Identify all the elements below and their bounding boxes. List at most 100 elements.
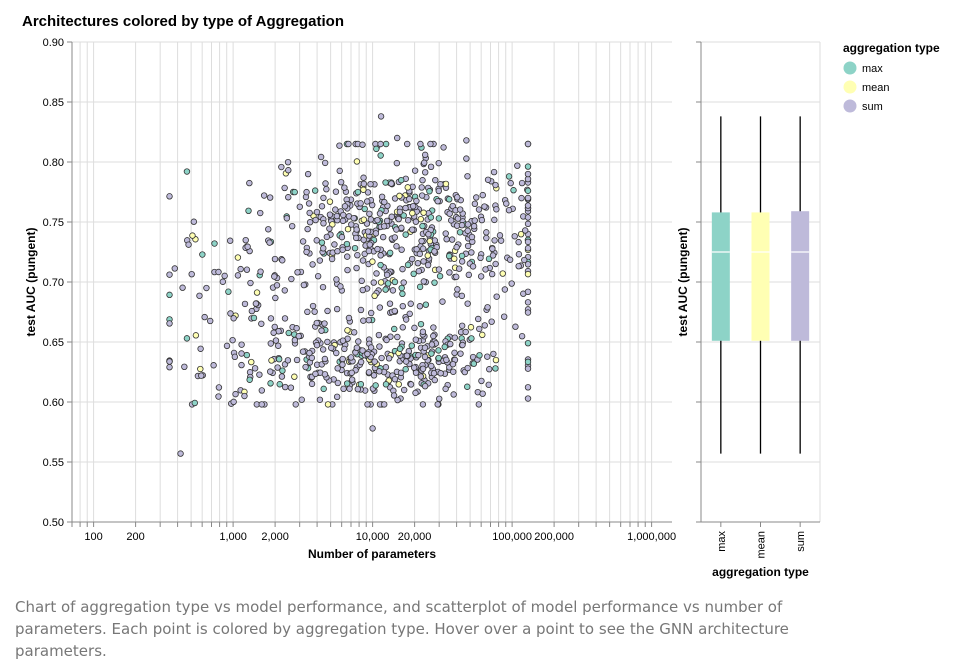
data-point-max[interactable] <box>400 212 407 219</box>
data-point-sum[interactable] <box>323 186 330 193</box>
data-point-sum[interactable] <box>279 257 286 264</box>
data-point-sum[interactable] <box>421 159 428 166</box>
data-point-sum[interactable] <box>221 272 228 280</box>
data-point-sum[interactable] <box>260 192 268 199</box>
data-point-sum[interactable] <box>454 215 462 222</box>
data-point-sum[interactable] <box>518 194 525 202</box>
data-point-sum[interactable] <box>333 305 341 313</box>
data-point-sum[interactable] <box>442 385 449 393</box>
data-point-sum[interactable] <box>265 226 272 233</box>
data-point-sum[interactable] <box>340 211 347 219</box>
data-point-max[interactable] <box>446 196 453 203</box>
data-point-sum[interactable] <box>332 206 339 213</box>
data-point-sum[interactable] <box>181 363 188 371</box>
data-point-max[interactable] <box>524 163 532 170</box>
data-point-sum[interactable] <box>432 176 439 184</box>
data-point-max[interactable] <box>245 207 252 214</box>
data-point-sum[interactable] <box>210 362 217 369</box>
data-point-sum[interactable] <box>408 255 416 263</box>
data-point-mean[interactable] <box>253 289 261 296</box>
data-point-max[interactable] <box>320 385 327 393</box>
data-point-mean[interactable] <box>360 186 367 193</box>
data-point-sum[interactable] <box>337 283 344 290</box>
data-point-max[interactable] <box>416 283 424 291</box>
data-point-sum[interactable] <box>238 341 245 348</box>
data-point-sum[interactable] <box>328 255 336 263</box>
data-point-sum[interactable] <box>196 292 203 299</box>
data-point-sum[interactable] <box>454 194 461 201</box>
data-point-sum[interactable] <box>410 364 418 371</box>
data-point-sum[interactable] <box>435 266 443 273</box>
data-point-sum[interactable] <box>215 384 223 391</box>
data-point-sum[interactable] <box>243 266 251 273</box>
data-point-sum[interactable] <box>197 345 204 352</box>
data-point-mean[interactable] <box>197 365 204 373</box>
data-point-sum[interactable] <box>492 181 499 189</box>
data-point-sum[interactable] <box>355 338 362 345</box>
data-point-sum[interactable] <box>299 238 307 245</box>
data-point-sum[interactable] <box>321 320 328 327</box>
data-point-sum[interactable] <box>367 309 375 317</box>
data-point-sum[interactable] <box>293 356 301 364</box>
data-point-sum[interactable] <box>246 179 253 187</box>
data-point-sum[interactable] <box>339 246 346 253</box>
data-point-mean[interactable] <box>234 254 242 261</box>
data-point-sum[interactable] <box>453 273 460 281</box>
data-point-sum[interactable] <box>380 223 388 230</box>
data-point-sum[interactable] <box>226 237 234 244</box>
data-point-max[interactable] <box>357 381 365 388</box>
data-point-sum[interactable] <box>394 396 401 404</box>
data-point-sum[interactable] <box>303 188 310 196</box>
data-point-sum[interactable] <box>171 265 178 272</box>
data-point-sum[interactable] <box>518 333 526 340</box>
data-point-sum[interactable] <box>331 241 338 248</box>
data-point-max[interactable] <box>510 187 517 194</box>
data-point-sum[interactable] <box>324 338 331 346</box>
data-point-sum[interactable] <box>295 332 302 340</box>
data-point-sum[interactable] <box>252 300 260 307</box>
data-point-sum[interactable] <box>322 180 329 187</box>
data-point-sum[interactable] <box>458 322 466 329</box>
data-point-sum[interactable] <box>215 393 222 400</box>
data-point-sum[interactable] <box>344 253 351 260</box>
data-point-sum[interactable] <box>304 225 311 233</box>
data-point-sum[interactable] <box>448 236 456 243</box>
data-point-sum[interactable] <box>503 200 510 207</box>
box-rect-mean[interactable] <box>751 212 770 341</box>
data-point-mean[interactable] <box>268 357 275 364</box>
data-point-sum[interactable] <box>383 271 391 279</box>
data-point-max[interactable] <box>250 314 258 322</box>
data-point-sum[interactable] <box>242 236 249 244</box>
data-point-sum[interactable] <box>365 369 373 376</box>
data-point-sum[interactable] <box>524 214 532 221</box>
data-point-sum[interactable] <box>336 142 343 149</box>
data-point-sum[interactable] <box>274 364 281 371</box>
data-point-max[interactable] <box>183 168 191 175</box>
data-point-sum[interactable] <box>492 260 499 268</box>
data-point-sum[interactable] <box>413 246 420 253</box>
data-point-sum[interactable] <box>266 239 273 246</box>
data-point-max[interactable] <box>524 187 532 194</box>
data-point-sum[interactable] <box>464 227 471 234</box>
data-point-max[interactable] <box>276 381 283 388</box>
data-point-mean[interactable] <box>424 252 431 259</box>
data-point-sum[interactable] <box>385 355 393 362</box>
data-point-sum[interactable] <box>416 303 424 310</box>
data-point-sum[interactable] <box>372 230 380 237</box>
data-point-sum[interactable] <box>402 204 409 212</box>
data-point-sum[interactable] <box>458 222 466 229</box>
data-point-sum[interactable] <box>293 325 300 332</box>
data-point-sum[interactable] <box>341 203 349 210</box>
data-point-sum[interactable] <box>493 293 500 300</box>
data-point-sum[interactable] <box>459 341 466 349</box>
data-point-sum[interactable] <box>413 197 420 205</box>
data-point-sum[interactable] <box>484 304 491 311</box>
data-point-sum[interactable] <box>348 376 356 383</box>
data-point-sum[interactable] <box>326 225 333 232</box>
data-point-sum[interactable] <box>266 194 274 201</box>
data-point-sum[interactable] <box>524 309 532 316</box>
data-point-sum[interactable] <box>458 258 466 265</box>
data-point-sum[interactable] <box>464 300 471 307</box>
data-point-mean[interactable] <box>517 230 525 238</box>
data-point-sum[interactable] <box>352 234 360 242</box>
